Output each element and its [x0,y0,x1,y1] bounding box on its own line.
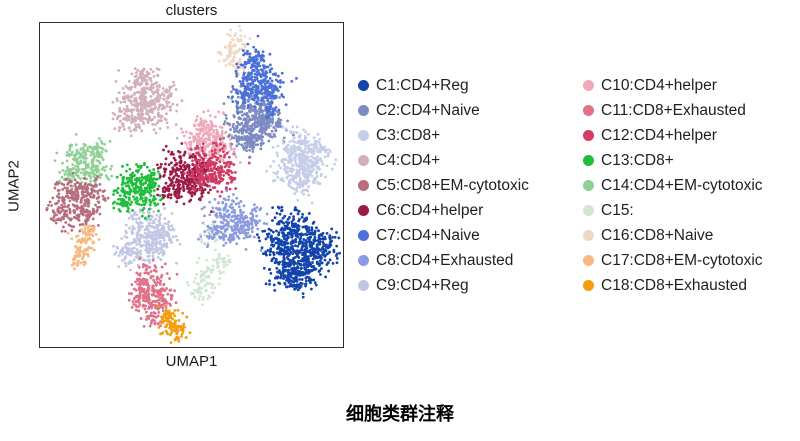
legend-label: C14:CD4+EM-cytotoxic [601,176,763,194]
legend-label: C9:CD4+Reg [376,276,469,294]
legend-item-C16: C16:CD8+Naive [583,223,763,248]
plot-title: clusters [165,2,218,19]
legend-item-C18: C18:CD8+Exhausted [583,273,763,298]
legend-dot-icon [583,80,594,91]
legend-label: C6:CD4+helper [376,201,484,219]
legend-item-C8: C8:CD4+Exhausted [358,248,529,273]
legend-item-C17: C17:CD8+EM-cytotoxic [583,248,763,273]
legend-dot-icon [358,105,369,116]
legend-label: C17:CD8+EM-cytotoxic [601,251,763,269]
legend-label: C18:CD8+Exhausted [601,276,748,294]
legend-item-C7: C7:CD4+Naive [358,223,529,248]
legend-dot-icon [358,255,369,266]
legend-item-C9: C9:CD4+Reg [358,273,529,298]
legend-label: C10:CD4+helper [601,76,717,94]
legend-item-C2: C2:CD4+Naive [358,98,529,123]
legend-dot-icon [358,80,369,91]
legend-label: C2:CD4+Naive [376,101,480,119]
legend-label: C3:CD8+ [376,126,441,144]
umap-scatter-canvas [40,23,342,346]
legend-item-C14: C14:CD4+EM-cytotoxic [583,173,763,198]
legend-dot-icon [583,105,594,116]
legend-label: C1:CD4+Reg [376,76,469,94]
legend-dot-icon [583,155,594,166]
y-axis-label: UMAP2 [5,160,23,212]
legend-dot-icon [358,155,369,166]
legend-label: C13:CD8+ [601,151,674,169]
legend-dot-icon [358,130,369,141]
legend-label: C8:CD4+Exhausted [376,251,514,269]
legend-item-C6: C6:CD4+helper [358,198,529,223]
legend-label: C7:CD4+Naive [376,226,480,244]
legend-label: C12:CD4+helper [601,126,717,144]
legend-dot-icon [358,230,369,241]
figure-caption: 细胞类群注释 [346,404,454,424]
legend-dot-icon [358,180,369,191]
legend-column-2: C10:CD4+helper C11:CD8+Exhausted C12:CD4+h… [583,73,763,298]
legend-item-C3: C3:CD8+ [358,123,529,148]
umap-plot-panel [39,22,344,348]
legend-item-C11: C11:CD8+Exhausted [583,98,763,123]
legend-dot-icon [583,280,594,291]
legend-dot-icon [583,205,594,216]
legend-label: C5:CD8+EM-cytotoxic [376,176,529,194]
legend-column-1: C1:CD4+Reg C2:CD4+Naive C3:CD8+ C4:CD4+ C5:C… [358,73,529,298]
legend-item-C10: C10:CD4+helper [583,73,763,98]
legend-dot-icon [583,180,594,191]
legend-label: C4:CD4+ [376,151,441,169]
legend-item-C5: C5:CD8+EM-cytotoxic [358,173,529,198]
legend-dot-icon [583,230,594,241]
legend-dot-icon [358,280,369,291]
legend-item-C12: C12:CD4+helper [583,123,763,148]
x-axis-label: UMAP1 [165,353,218,370]
legend-label: C11:CD8+Exhausted [601,101,746,119]
legend-dot-icon [583,130,594,141]
legend-label: C15: [601,201,634,219]
legend-label: C16:CD8+Naive [601,226,714,244]
legend-dot-icon [583,255,594,266]
legend-item-C1: C1:CD4+Reg [358,73,529,98]
legend-item-C13: C13:CD8+ [583,148,763,173]
legend-item-C4: C4:CD4+ [358,148,529,173]
legend-item-C15: C15: [583,198,763,223]
legend-dot-icon [358,205,369,216]
